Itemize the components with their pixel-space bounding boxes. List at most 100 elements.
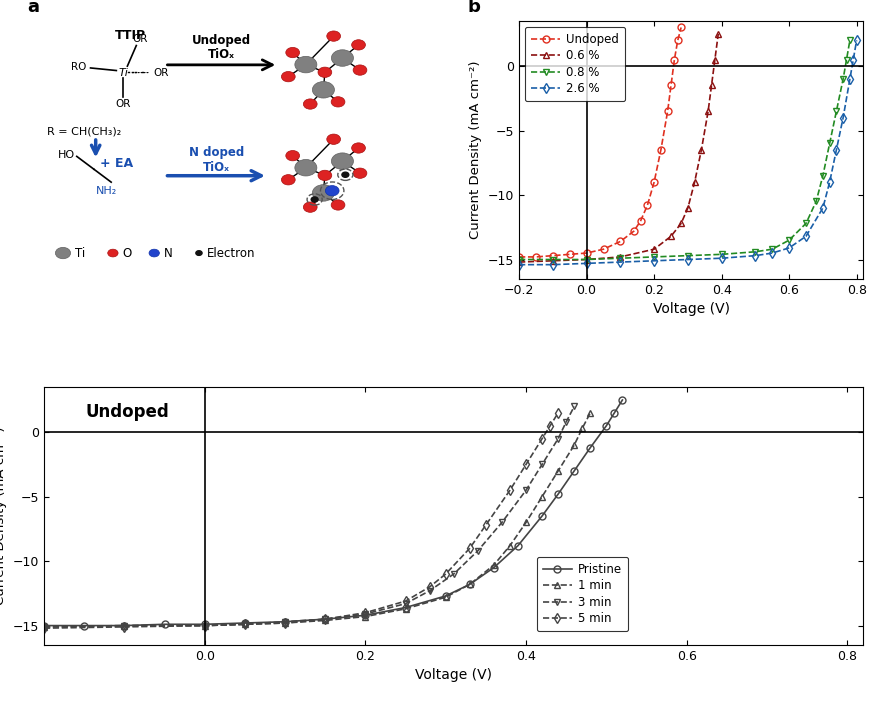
- 5 min: [199, 621, 210, 629]
- Circle shape: [313, 184, 335, 201]
- 5 min: [440, 570, 451, 578]
- 3 min: [521, 486, 531, 494]
- 3 min: [472, 547, 483, 555]
- 0.8 %: [784, 236, 795, 245]
- 2.6 %: [750, 252, 760, 260]
- Pristine: [537, 512, 547, 520]
- 5 min: [360, 608, 371, 617]
- 0.6 %: [676, 219, 686, 228]
- 2.6 %: [845, 75, 855, 83]
- 3 min: [425, 587, 435, 595]
- 0.8 %: [831, 107, 841, 116]
- Pristine: [39, 621, 49, 629]
- Text: R = CH(CH₃)₂: R = CH(CH₃)₂: [48, 127, 122, 137]
- Circle shape: [342, 172, 349, 177]
- 2.6 %: [838, 114, 848, 122]
- Circle shape: [311, 197, 318, 202]
- 2.6 %: [683, 255, 693, 264]
- Text: Undoped: Undoped: [85, 402, 169, 421]
- 0.6 %: [666, 232, 677, 240]
- Y-axis label: Current Density (mA cm⁻²): Current Density (mA cm⁻²): [0, 427, 7, 605]
- 0.8 %: [581, 255, 592, 264]
- 0.6 %: [703, 107, 714, 116]
- Undoped: [581, 249, 592, 257]
- Text: Ti: Ti: [118, 67, 128, 78]
- 5 min: [521, 461, 531, 469]
- 3 min: [320, 615, 330, 623]
- Circle shape: [313, 81, 335, 98]
- Pristine: [320, 615, 330, 623]
- Line: 2.6 %: 2.6 %: [515, 37, 860, 268]
- 2.6 %: [716, 254, 727, 262]
- Text: O: O: [122, 247, 132, 259]
- Circle shape: [353, 168, 366, 178]
- 1 min: [280, 619, 291, 627]
- 5 min: [537, 435, 547, 443]
- Undoped: [655, 146, 666, 154]
- 2.6 %: [548, 261, 559, 269]
- 0.6 %: [548, 257, 559, 265]
- 5 min: [39, 624, 49, 632]
- 0.8 %: [750, 247, 760, 256]
- Line: 3 min: 3 min: [41, 403, 578, 630]
- Line: Undoped: Undoped: [515, 24, 685, 260]
- Circle shape: [303, 99, 317, 109]
- Text: N: N: [164, 247, 173, 259]
- 3 min: [497, 518, 507, 526]
- Text: TiOₓ: TiOₓ: [203, 161, 230, 174]
- Pristine: [553, 490, 564, 498]
- 1 min: [521, 518, 531, 526]
- 1 min: [360, 613, 371, 621]
- Pristine: [199, 620, 210, 629]
- 2.6 %: [851, 36, 862, 45]
- Circle shape: [285, 48, 300, 57]
- 1 min: [464, 580, 475, 589]
- Undoped: [628, 227, 639, 236]
- Circle shape: [56, 247, 70, 259]
- 0.8 %: [514, 255, 524, 264]
- Legend: Pristine, 1 min, 3 min, 5 min: Pristine, 1 min, 3 min, 5 min: [537, 557, 628, 632]
- Text: Undoped: Undoped: [192, 34, 251, 47]
- 1 min: [505, 541, 515, 550]
- 0.6 %: [581, 255, 592, 264]
- Pristine: [489, 564, 500, 572]
- Circle shape: [149, 249, 159, 257]
- 0.8 %: [841, 55, 852, 64]
- 5 min: [425, 583, 435, 591]
- Undoped: [635, 217, 646, 225]
- 0.8 %: [615, 254, 626, 262]
- 1 min: [553, 467, 564, 475]
- 2.6 %: [825, 178, 835, 186]
- Pristine: [240, 619, 250, 627]
- Text: TTIP: TTIP: [115, 29, 145, 42]
- 1 min: [440, 593, 451, 601]
- 5 min: [553, 409, 564, 417]
- 2.6 %: [648, 257, 659, 265]
- Undoped: [565, 250, 575, 259]
- Pristine: [360, 611, 371, 620]
- Undoped: [514, 253, 524, 261]
- 3 min: [400, 599, 411, 608]
- 0.8 %: [716, 250, 727, 259]
- Text: + EA: + EA: [100, 157, 133, 170]
- 0.6 %: [696, 146, 707, 154]
- Text: TiOₓ: TiOₓ: [208, 48, 235, 62]
- Text: OR: OR: [115, 99, 131, 109]
- Circle shape: [295, 159, 317, 176]
- 0.6 %: [648, 245, 659, 253]
- 1 min: [400, 605, 411, 613]
- 1 min: [585, 409, 596, 417]
- Pristine: [585, 444, 596, 452]
- Text: Electron: Electron: [206, 247, 255, 259]
- 0.6 %: [615, 253, 626, 261]
- Pristine: [464, 580, 475, 589]
- Line: 0.8 %: 0.8 %: [515, 37, 854, 263]
- Circle shape: [352, 40, 366, 50]
- Line: 1 min: 1 min: [41, 409, 594, 630]
- Y-axis label: Current Density (mA cm⁻²): Current Density (mA cm⁻²): [470, 61, 482, 239]
- 5 min: [544, 421, 555, 430]
- 5 min: [119, 622, 130, 631]
- 2.6 %: [801, 232, 811, 240]
- Pristine: [119, 621, 130, 629]
- Circle shape: [353, 65, 366, 75]
